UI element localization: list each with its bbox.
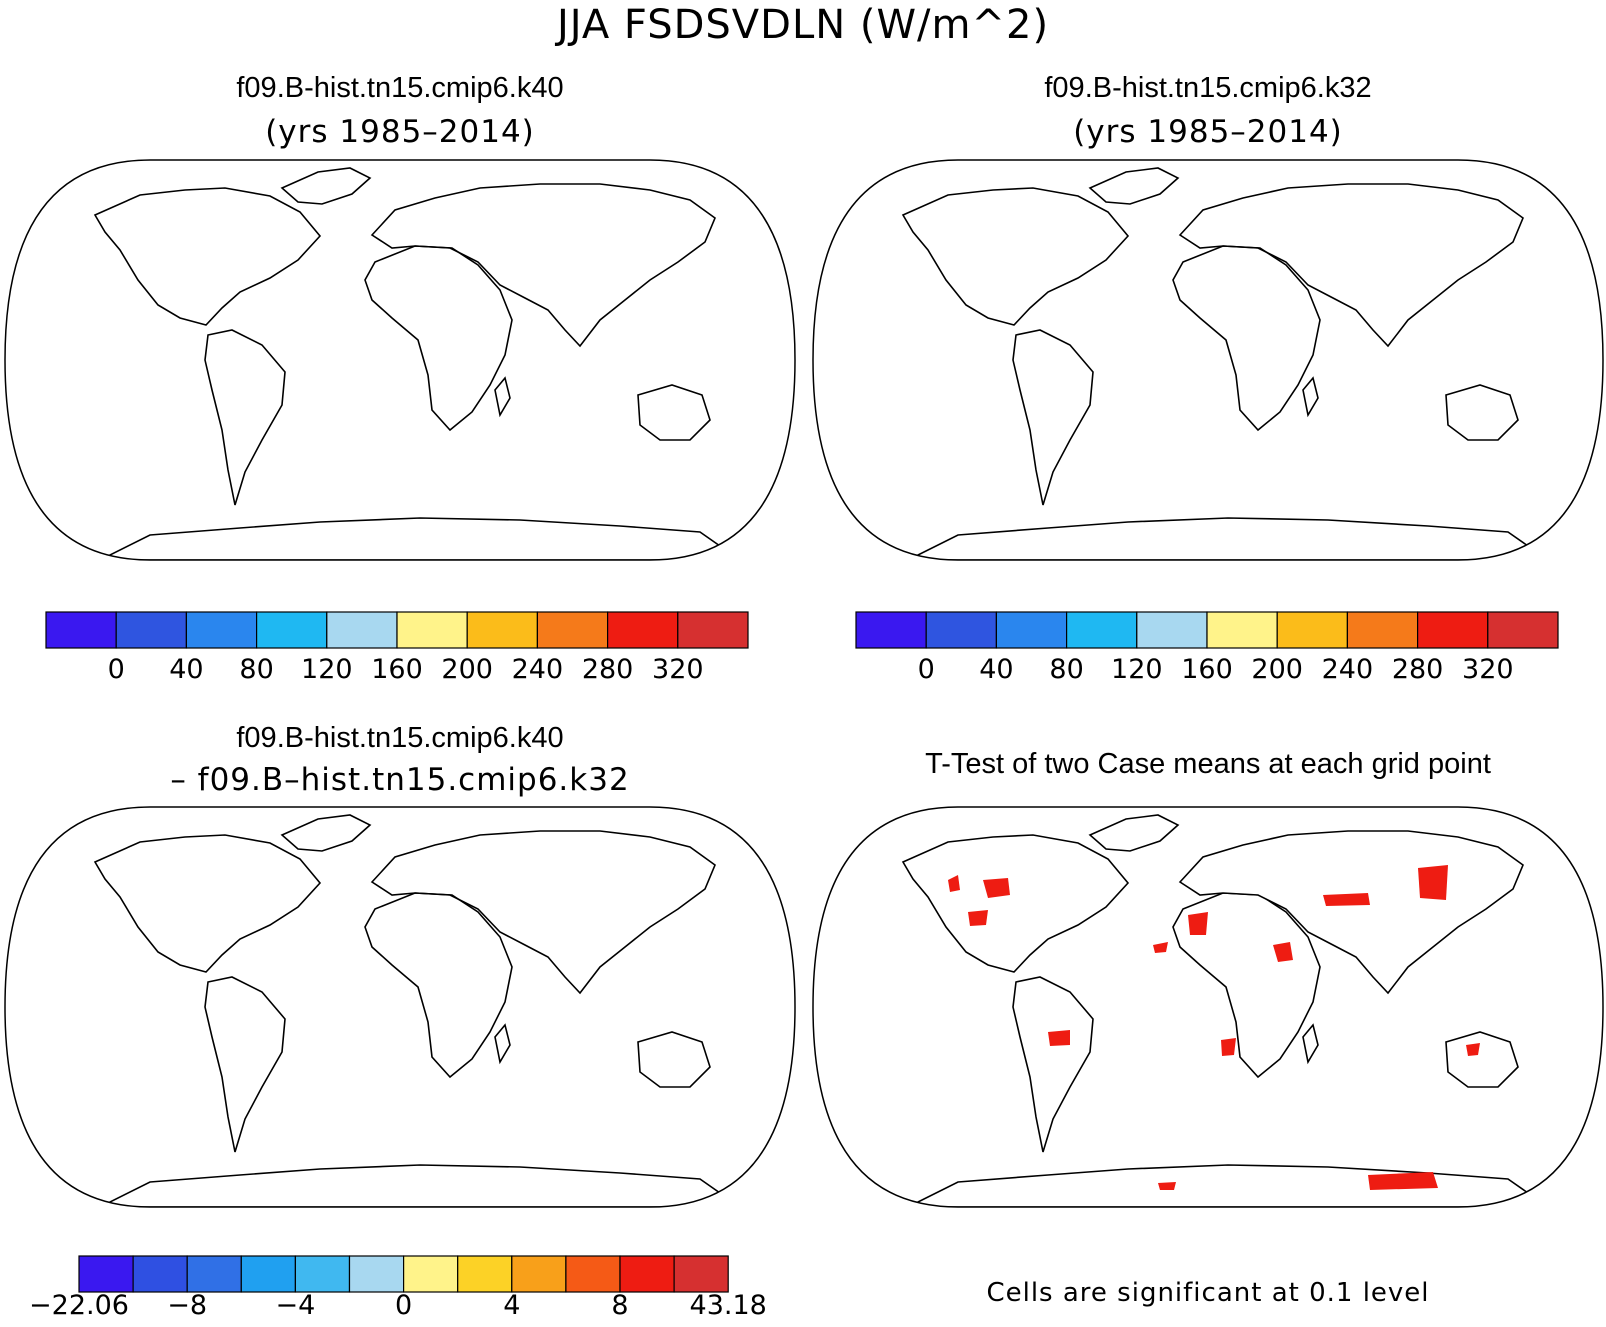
colorbar1-swatch-4 [326,611,398,649]
map-panel-2 [812,159,1604,561]
colorbar2-swatch-3 [1065,611,1138,649]
colorbar2-tick-label-6: 240 [1321,654,1374,685]
colorbar3-swatch-6 [403,1255,459,1293]
colorbar2-swatch-8 [1416,611,1489,649]
colorbar1-tick-label-6: 240 [511,654,564,685]
colorbar3-tick-label-6: 43.18 [689,1290,767,1321]
panel3-subtitle: – f09.B–hist.tn15.cmip6.k32 [170,762,630,798]
significant-cells [948,865,1480,1190]
colorbar3-tick-label-5: 8 [611,1290,629,1321]
colorbar2-swatch-2 [995,611,1068,649]
panel4-title: T-Test of two Case means at each grid po… [925,748,1491,780]
colorbar2-tick-label-2: 80 [1049,654,1084,685]
colorbar2-tick-label-3: 120 [1111,654,1163,685]
colorbar3-swatch-9 [565,1255,621,1293]
colorbar-panel-2 [855,611,1559,649]
colorbar2-tick-label-7: 280 [1391,654,1444,685]
panel2-subtitle: (yrs 1985–2014) [1073,114,1343,150]
colorbar3-swatch-7 [457,1255,513,1293]
panel3-title: f09.B-hist.tn15.cmip6.k40 [236,722,564,754]
colorbar2-tick-label-8: 320 [1462,654,1514,685]
colorbar2-swatch-4 [1136,611,1208,649]
colorbar1-tick-label-3: 120 [301,654,353,685]
colorbar2-tick-label-1: 40 [979,654,1014,685]
map-panel-1 [4,159,796,561]
colorbar3-swatch-2 [186,1255,242,1293]
map-panel-4 [812,806,1604,1208]
colorbar3-tick-label-1: −8 [167,1290,208,1321]
colorbar1-swatch-0 [45,611,117,649]
main-title: JJA FSDSVDLN (W/m^2) [556,2,1050,48]
colorbar1-tick-label-7: 280 [581,654,634,685]
colorbar3-swatch-10 [619,1255,675,1293]
colorbar2-swatch-0 [855,611,927,649]
colorbar2-swatch-6 [1276,611,1348,649]
colorbar3-tick-label-2: −4 [275,1290,316,1321]
colorbar1-swatch-7 [536,611,609,649]
colorbar1-tick-label-8: 320 [652,654,704,685]
colorbar3-swatch-0 [78,1255,134,1293]
colorbar2-tick-label-4: 160 [1181,654,1233,685]
colorbar3-swatch-3 [240,1255,297,1293]
significance-note: Cells are significant at 0.1 level [986,1278,1430,1308]
colorbar3-swatch-1 [132,1255,188,1293]
map-panel-3 [4,806,796,1208]
colorbar1-swatch-9 [677,611,749,649]
panel2-title: f09.B-hist.tn15.cmip6.k32 [1044,72,1372,104]
colorbar1-swatch-8 [606,611,679,649]
colorbar2-swatch-9 [1487,611,1559,649]
colorbar1-swatch-5 [396,611,468,649]
colorbar3-tick-label-0: −22.06 [29,1290,129,1321]
colorbar3-swatch-8 [511,1255,567,1293]
colorbar3-swatch-5 [348,1255,405,1293]
colorbar1-tick-label-4: 160 [371,654,423,685]
colorbar3-swatch-11 [673,1255,729,1293]
colorbar1-tick-label-2: 80 [239,654,274,685]
colorbar1-tick-label-0: 0 [107,654,125,685]
colorbar1-swatch-3 [256,611,328,649]
colorbar3-tick-label-4: 4 [503,1290,521,1321]
colorbar2-tick-label-0: 0 [917,654,935,685]
colorbar3-tick-label-3: 0 [395,1290,413,1321]
panel1-subtitle: (yrs 1985–2014) [265,114,535,150]
colorbar1-tick-label-5: 200 [441,654,493,685]
colorbar-difference [78,1255,729,1293]
colorbar1-swatch-1 [115,611,187,649]
colorbar2-tick-label-5: 200 [1251,654,1303,685]
colorbar2-swatch-1 [925,611,998,649]
panel1-title: f09.B-hist.tn15.cmip6.k40 [236,72,564,104]
colorbar1-tick-label-1: 40 [169,654,204,685]
colorbar3-swatch-4 [294,1255,351,1293]
colorbar2-swatch-7 [1346,611,1419,649]
colorbar1-swatch-2 [185,611,258,649]
colorbar2-swatch-5 [1206,611,1278,649]
colorbar-panel-1 [45,611,749,649]
colorbar1-swatch-6 [466,611,539,649]
